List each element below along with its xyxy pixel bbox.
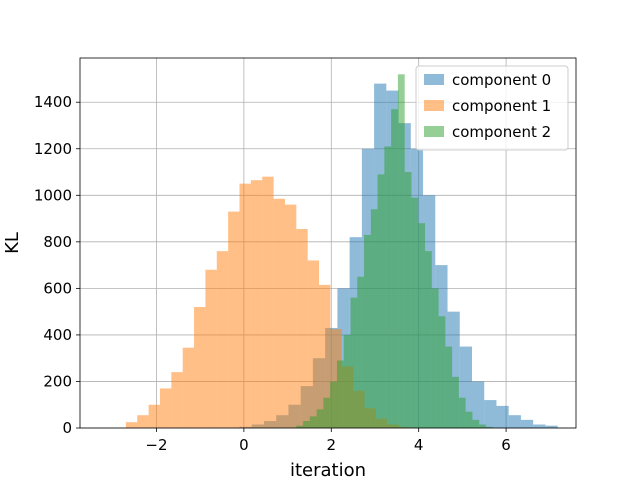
histogram-bar (330, 381, 337, 428)
legend-swatch (424, 100, 444, 111)
histogram-bar (159, 388, 172, 428)
y-tick-label: 600 (43, 279, 72, 297)
histogram-bar (431, 288, 439, 428)
y-axis-label: KL (2, 232, 23, 254)
y-tick-label: 200 (43, 372, 72, 390)
x-tick-label: −2 (145, 436, 167, 454)
histogram-bar (239, 183, 251, 428)
histogram-bar (296, 229, 308, 428)
histogram-bar (296, 425, 304, 428)
histogram-bar (411, 197, 419, 428)
histogram-bar (425, 251, 432, 428)
histogram-bar (397, 74, 405, 428)
histogram-bar (445, 346, 453, 428)
histogram-bar (273, 198, 285, 428)
histogram-bar (520, 419, 534, 428)
histogram-bar (194, 306, 206, 428)
legend-label: component 0 (452, 71, 551, 89)
histogram-bar (205, 269, 217, 428)
legend-label: component 2 (452, 123, 551, 141)
legend-box (415, 65, 569, 151)
histogram-bar (391, 109, 398, 428)
histogram-bar (384, 146, 392, 428)
x-axis-ticks: −2 0 2 4 6 (145, 428, 511, 454)
x-tick-label: 4 (414, 436, 424, 454)
legend: component 0 component 1 component 2 (415, 65, 569, 151)
histogram-bar (148, 404, 160, 428)
histogram-bar (343, 334, 351, 428)
histogram-bar (336, 360, 344, 428)
y-tick-label: 0 (62, 419, 72, 437)
histogram-bars (125, 74, 558, 429)
histogram-bar (377, 174, 385, 428)
y-tick-label: 400 (43, 326, 72, 344)
x-axis-label: iteration (290, 460, 366, 480)
histogram-bar (404, 172, 412, 428)
legend-swatch (424, 126, 444, 137)
histogram-bar (484, 400, 497, 428)
y-tick-label: 1200 (34, 140, 72, 158)
histogram-bar (452, 376, 459, 428)
x-tick-label: 2 (327, 436, 337, 454)
histogram-bar (364, 234, 371, 428)
histogram-bar (284, 204, 297, 428)
histogram-bar (465, 411, 473, 428)
y-tick-label: 800 (43, 233, 72, 251)
histogram-bar (472, 419, 480, 428)
histogram-bar (309, 416, 317, 428)
histogram-bar (319, 284, 331, 428)
legend-swatch (424, 74, 444, 85)
x-tick-label: 6 (501, 436, 511, 454)
histogram-bar (307, 260, 320, 428)
histogram-bar (323, 397, 331, 428)
histogram-bar (330, 329, 342, 428)
histogram-bar (508, 415, 521, 428)
histogram-bar (250, 180, 263, 428)
histogram-bar (496, 405, 509, 428)
histogram-bar (137, 415, 149, 428)
histogram-bar (458, 397, 466, 428)
histogram-bar (171, 372, 183, 428)
y-tick-label: 1000 (34, 186, 72, 204)
histogram-bar (370, 209, 378, 428)
histogram-bar (533, 424, 546, 428)
histogram-bar (216, 251, 229, 428)
histogram-bar (485, 426, 493, 428)
plot-frame (79, 57, 577, 429)
x-tick-label: 0 (239, 436, 249, 454)
legend-label: component 1 (452, 97, 551, 115)
series-2-bars (296, 74, 493, 428)
y-axis-ticks: 0 200 400 600 800 1000 1200 1400 (34, 93, 80, 437)
histogram-bar (228, 211, 240, 428)
histogram-bar (303, 421, 310, 428)
histogram-bar (357, 276, 365, 428)
histogram-bar (350, 297, 358, 428)
series-1-bars (125, 176, 410, 428)
histogram-bar (182, 347, 195, 428)
histogram-bar (418, 223, 426, 428)
histogram-bar (316, 409, 324, 428)
histogram-bar (479, 424, 486, 428)
histogram-bar (262, 176, 274, 428)
histogram-bar (438, 316, 446, 428)
y-tick-label: 1400 (34, 93, 72, 111)
histogram-bar (471, 381, 485, 428)
histogram-bar (545, 425, 558, 428)
histogram-bar (125, 422, 138, 428)
